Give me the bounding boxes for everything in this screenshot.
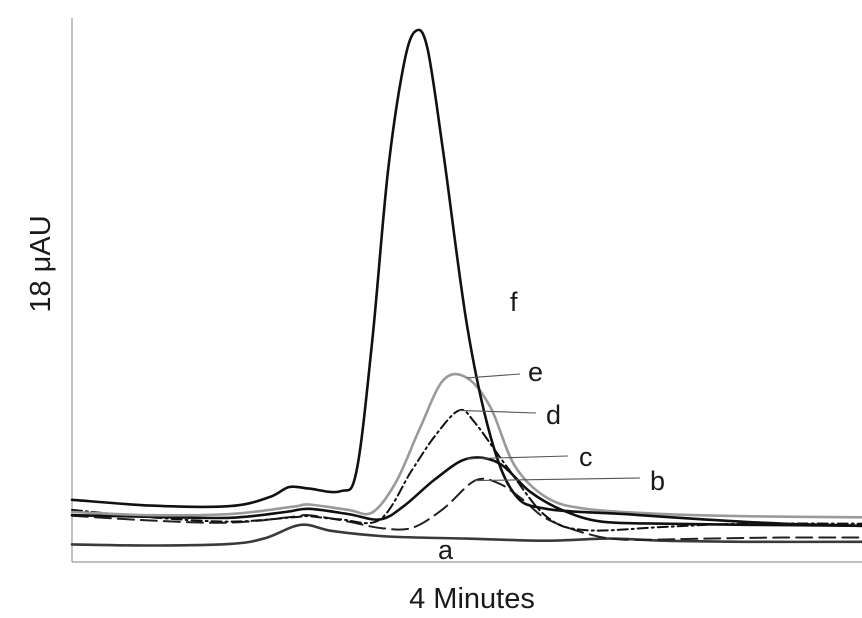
curve-label-f: f xyxy=(510,287,518,317)
y-axis-title: 18 μAU xyxy=(25,215,57,312)
series-line-b xyxy=(71,477,862,541)
curve-label-a: a xyxy=(438,535,454,565)
series-line-e xyxy=(70,372,862,519)
series-layer xyxy=(70,28,862,547)
curve-label-b: b xyxy=(650,466,665,496)
leader-line-b xyxy=(474,477,641,482)
series-line-a xyxy=(70,523,862,547)
leader-line-d xyxy=(459,409,537,414)
chart-axes xyxy=(71,18,862,563)
series-line-d xyxy=(71,408,862,532)
leader-layer xyxy=(459,373,641,482)
curve-label-d: d xyxy=(546,400,561,430)
series-line-c xyxy=(70,456,862,528)
leader-line-c xyxy=(466,455,569,460)
curve-label-c: c xyxy=(579,442,593,472)
series-line-f xyxy=(70,28,862,528)
x-axis-title: 4 Minutes xyxy=(409,583,535,615)
curve-label-layer: a b cde f xyxy=(438,287,665,565)
curve-label-e: e xyxy=(528,357,543,387)
leader-line-e xyxy=(466,373,521,379)
